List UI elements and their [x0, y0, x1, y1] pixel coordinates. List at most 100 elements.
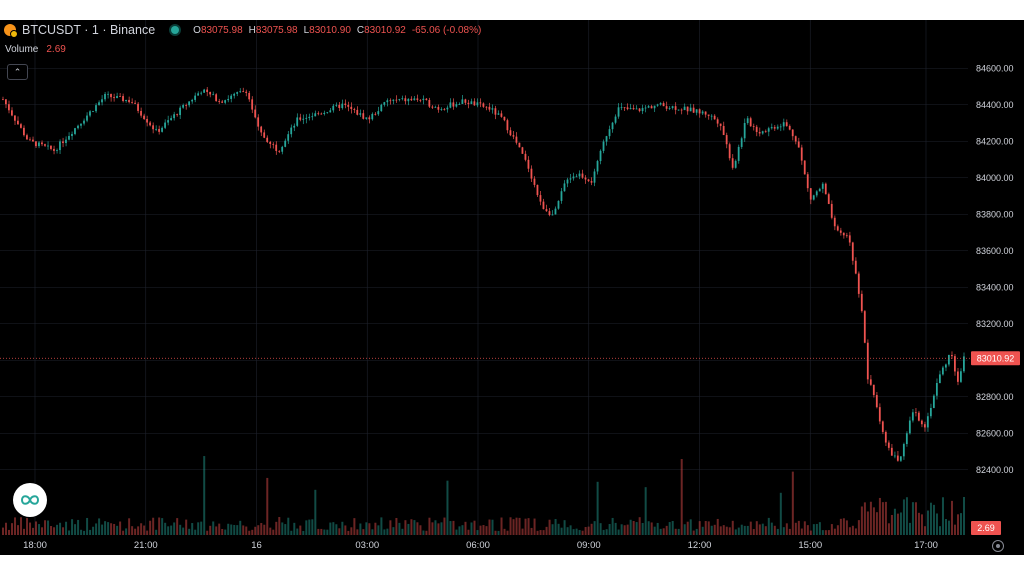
candle — [545, 204, 548, 212]
candle — [614, 114, 617, 125]
volume-bar — [5, 522, 8, 535]
volume-bar — [545, 526, 548, 535]
volume-bar — [365, 522, 368, 535]
candle — [407, 98, 410, 106]
candle — [362, 109, 365, 120]
candle — [200, 91, 203, 96]
volume-bar — [710, 525, 713, 535]
candle — [398, 98, 401, 102]
volume-bar — [521, 528, 524, 535]
candle — [599, 149, 602, 165]
candle — [710, 114, 713, 121]
volume-bar — [317, 528, 320, 535]
candle — [254, 105, 257, 119]
candle — [314, 110, 317, 117]
candle — [47, 141, 49, 150]
candle — [131, 98, 133, 104]
open-key: O — [193, 24, 201, 36]
candle — [209, 91, 212, 98]
candle — [794, 135, 797, 145]
collapse-legend-button[interactable]: ⌃ — [7, 64, 28, 80]
volume-bar — [359, 523, 362, 535]
volume-bar — [167, 526, 170, 535]
volume-bar — [776, 528, 779, 535]
volume-bar — [419, 525, 422, 535]
chart-area[interactable]: 84600.00 84400.00 84200.00 84000.00 83800.00… — [0, 20, 1024, 555]
time-tick-label: 17:00 — [914, 540, 938, 551]
symbol-header[interactable]: BTCUSDT · 1 · Binance O83075.98 H83075.9… — [4, 23, 481, 38]
candle — [269, 140, 272, 149]
candle — [368, 115, 371, 124]
candle — [203, 88, 206, 93]
volume-bar — [89, 529, 92, 535]
candle — [818, 187, 821, 192]
candle — [722, 121, 725, 136]
volume-bar — [935, 513, 938, 535]
candle — [653, 105, 656, 113]
candle — [173, 111, 175, 121]
candle — [749, 116, 752, 127]
price-tick-label: 82400.00 — [976, 465, 1014, 475]
candle — [458, 102, 461, 106]
volume-bar — [65, 521, 68, 535]
candle — [332, 103, 335, 113]
volume-bar — [131, 526, 134, 535]
candle — [491, 104, 494, 114]
logo-icon[interactable] — [13, 483, 47, 517]
symbol-title[interactable]: BTCUSDT · 1 · Binance — [22, 23, 156, 37]
time-axis: 18:00 21:00 16 03:00 06:00 09:00 12:00 15:00 17:… — [23, 540, 938, 551]
price-tick-label: 83200.00 — [976, 319, 1014, 329]
price-axis: 84600.00 84400.00 84200.00 84000.00 83800.00… — [976, 63, 1014, 475]
candle — [803, 160, 806, 175]
candle — [116, 92, 118, 99]
volume-bar — [467, 529, 470, 535]
candle — [161, 126, 163, 133]
volume-bar — [176, 518, 179, 535]
volume-bar — [11, 523, 14, 535]
volume-bar — [812, 524, 815, 535]
volume-bar — [494, 530, 497, 535]
candle — [890, 444, 893, 456]
candle — [650, 104, 653, 109]
volume-bar — [743, 525, 746, 535]
volume-bar — [674, 528, 677, 535]
candle — [272, 142, 275, 149]
volume-bar — [194, 529, 197, 535]
btc-binance-icon — [4, 24, 18, 38]
price-chart[interactable]: 84600.00 84400.00 84200.00 84000.00 83800.00… — [0, 20, 1024, 555]
candle — [767, 126, 770, 137]
price-tick-label: 84000.00 — [976, 173, 1014, 183]
time-tick-label: 03:00 — [355, 540, 379, 551]
volume-bar — [233, 524, 236, 535]
candle — [278, 150, 281, 154]
candle — [884, 430, 887, 447]
volume-bar — [71, 519, 74, 535]
candle — [224, 99, 227, 105]
volume-bar — [503, 528, 506, 535]
volume-bar — [902, 499, 905, 535]
volume-bar — [794, 522, 797, 535]
candle — [218, 98, 221, 104]
candle — [68, 132, 70, 141]
candle — [509, 127, 512, 137]
volume-bar — [320, 528, 323, 535]
candle — [662, 101, 665, 107]
candle — [674, 102, 677, 115]
volume-bar — [41, 527, 44, 535]
price-tick-label: 82600.00 — [976, 428, 1014, 438]
volume-bar — [197, 522, 200, 535]
volume-bar — [458, 526, 461, 535]
candle — [830, 200, 833, 220]
volume-legend[interactable]: Volume 2.69 — [5, 44, 66, 55]
candle — [842, 232, 845, 239]
candle — [341, 99, 344, 110]
candle — [260, 125, 263, 137]
candle — [296, 113, 299, 127]
volume-bar — [815, 523, 818, 535]
candle — [410, 96, 413, 102]
candle — [50, 145, 52, 151]
candle — [947, 354, 950, 367]
volume-bar — [56, 524, 59, 535]
gear-icon[interactable] — [992, 540, 1004, 552]
volume-bar — [323, 529, 326, 535]
